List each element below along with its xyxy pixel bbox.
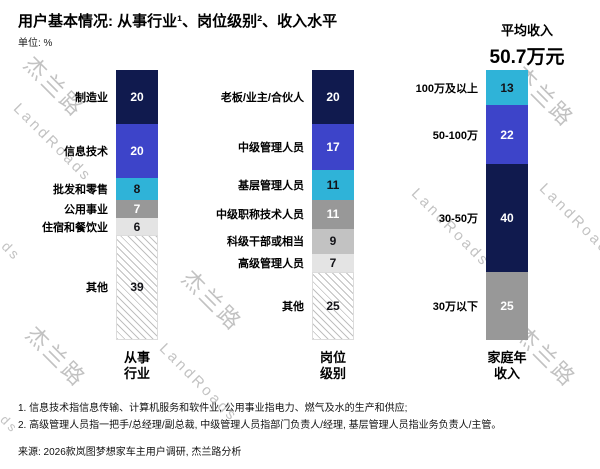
segment-row: 制造业 20: [20, 70, 158, 124]
bar-segment: 22: [486, 105, 528, 165]
segment-label: 住宿和餐饮业: [42, 221, 108, 234]
household-income-bar-stack: 100万及以上 13 50-100万 22 30-50万 40 30万以下 25: [374, 70, 528, 340]
bar-segment: 25: [486, 272, 528, 340]
segment-row: 住宿和餐饮业 6: [20, 218, 158, 235]
bar-segment: 7: [312, 253, 354, 273]
segment-row: 批发和零售 8: [20, 178, 158, 200]
household-income-chart: 100万及以上 13 50-100万 22 30-50万 40 30万以下 25 家庭年 收入: [374, 70, 528, 382]
segment-label: 公用事业: [64, 204, 108, 217]
segment-label: 50-100万: [432, 129, 478, 142]
bar-segment: 7: [116, 199, 158, 219]
bar-segment: 25: [312, 272, 354, 340]
bar-segment: 39: [116, 234, 158, 340]
bar-segment: 13: [486, 70, 528, 106]
segment-label: 信息技术: [64, 146, 108, 158]
segment-row: 老板/业主/合伙人 20: [190, 70, 354, 124]
segment-label: 基层管理人员: [238, 179, 304, 192]
bar-segment: 40: [486, 164, 528, 273]
segment-label: 30-50万: [438, 213, 478, 226]
average-income: 平均收入 50.7万元: [466, 20, 588, 69]
bar-segment: 11: [312, 169, 354, 200]
bar-segment: 17: [312, 124, 354, 170]
position-level-bar-stack: 老板/业主/合伙人 20 中级管理人员 17 基层管理人员 11 中级职称技术人员 11 科级干…: [190, 70, 354, 340]
segment-label: 中级管理人员: [238, 141, 304, 154]
segment-row: 30万以下 25: [374, 272, 528, 340]
household-income-axis-label: 家庭年 收入: [486, 350, 528, 382]
segment-label: 30万以下: [432, 301, 478, 314]
bar-segment: 20: [116, 70, 158, 124]
segment-label: 老板/业主/合伙人: [220, 92, 304, 104]
axis-label-line: 岗位: [319, 349, 346, 365]
page-title: 用户基本情况: 从事行业¹、岗位级别²、收入水平: [18, 13, 338, 30]
segment-row: 高级管理人员 7: [190, 253, 354, 273]
segment-row: 信息技术 20: [20, 124, 158, 178]
segment-label: 批发和零售: [53, 183, 108, 196]
industry-bar-stack: 制造业 20 信息技术 20 批发和零售 8 公用事业 7 住宿和餐饮业 6 其他 39: [20, 70, 158, 340]
average-income-value: 50.7万元: [489, 47, 565, 68]
industry-chart: 制造业 20 信息技术 20 批发和零售 8 公用事业 7 住宿和餐饮业 6 其他 39 从事 行业: [20, 70, 158, 382]
axis-label-line: 级别: [319, 365, 346, 381]
average-income-label: 平均收入: [500, 23, 553, 38]
source-note: 来源: 2026款岚图梦想家车主用户调研, 杰兰路分析: [18, 447, 242, 458]
bar-segment: 20: [312, 70, 354, 124]
segment-label: 高级管理人员: [238, 258, 304, 270]
axis-label-line: 家庭年: [487, 349, 527, 365]
footnote-2: 2. 高级管理人员指一把手/总经理/副总裁, 中级管理人员指部门负责人/经理, …: [18, 420, 502, 431]
segment-label: 中级职称技术人员: [216, 209, 304, 222]
axis-label-line: 收入: [493, 365, 520, 381]
bar-segment: 8: [116, 178, 158, 200]
segment-row: 中级管理人员 17: [190, 124, 354, 170]
segment-label: 制造业: [75, 92, 108, 104]
segment-row: 其他 39: [20, 234, 158, 340]
bar-segment: 20: [116, 124, 158, 178]
segment-label: 科级干部或相当: [227, 236, 304, 249]
segment-row: 中级职称技术人员 11: [190, 199, 354, 230]
segment-row: 其他 25: [190, 272, 354, 340]
position-level-chart: 老板/业主/合伙人 20 中级管理人员 17 基层管理人员 11 中级职称技术人员 11 科级干…: [190, 70, 354, 382]
segment-row: 100万及以上 13: [374, 70, 528, 106]
axis-label-line: 从事: [123, 349, 150, 365]
segment-label: 100万及以上: [415, 82, 478, 95]
axis-label-line: 行业: [123, 365, 150, 381]
segment-row: 科级干部或相当 9: [190, 229, 354, 254]
bar-segment: 11: [312, 199, 354, 230]
footnote-1: 1. 信息技术指信息传输、计算机服务和软件业, 公用事业指电力、燃气及水的生产和…: [18, 403, 408, 414]
footnotes: 1. 信息技术指信息传输、计算机服务和软件业, 公用事业指电力、燃气及水的生产和…: [18, 400, 501, 434]
unit-label: 单位: %: [18, 38, 53, 49]
segment-label: 其他: [282, 301, 304, 314]
segment-row: 公用事业 7: [20, 199, 158, 219]
position-level-axis-label: 岗位 级别: [312, 350, 354, 382]
segment-row: 基层管理人员 11: [190, 169, 354, 200]
bar-segment: 6: [116, 218, 158, 235]
segment-row: 30-50万 40: [374, 164, 528, 273]
segment-row: 50-100万 22: [374, 105, 528, 165]
bar-segment: 9: [312, 229, 354, 254]
industry-axis-label: 从事 行业: [116, 350, 158, 382]
segment-label: 其他: [86, 282, 108, 295]
watermark-text: LandRoads: [535, 180, 600, 266]
